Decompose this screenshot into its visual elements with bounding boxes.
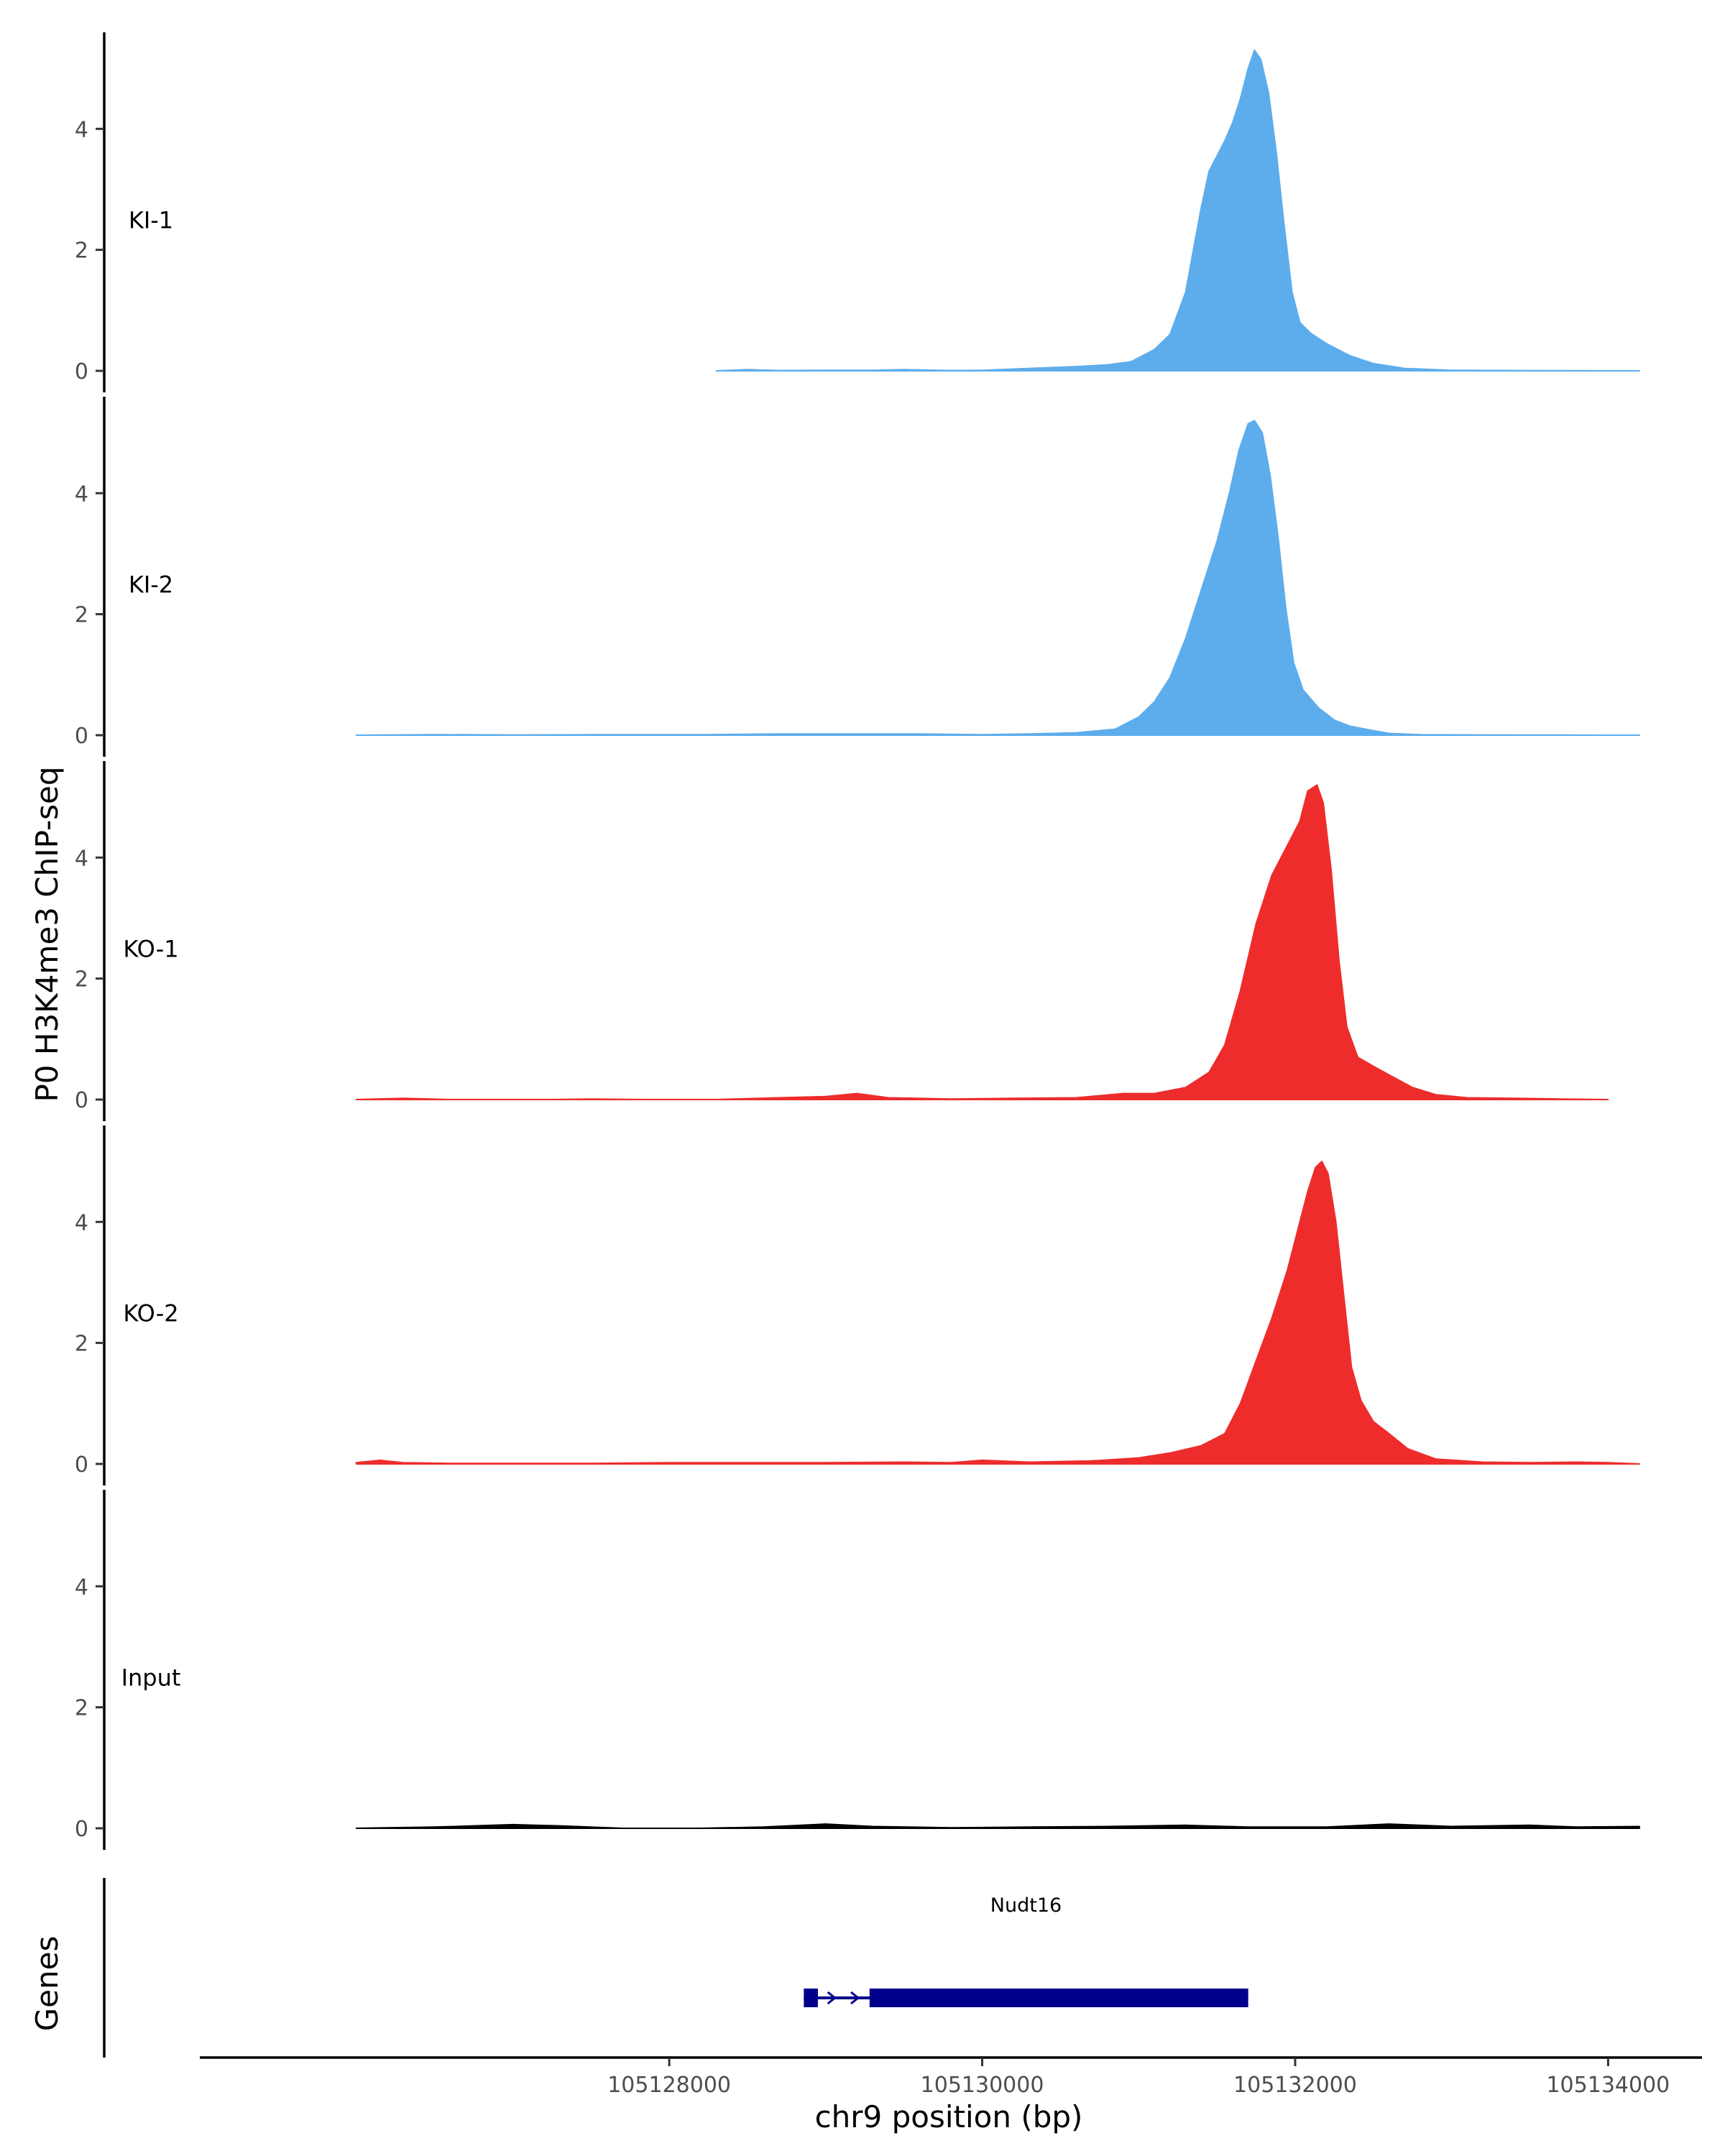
gene-nudt16: Nudt16: [804, 1894, 1248, 2007]
y-tick-label: 4: [75, 1210, 88, 1235]
gene-name-label: Nudt16: [990, 1894, 1062, 1917]
x-tick-label: 105132000: [1233, 2073, 1357, 2098]
track-name-label: Input: [121, 1664, 181, 1692]
track-name-label: KO-1: [123, 936, 178, 963]
genes-track-title: Genes: [29, 1936, 65, 2032]
y-tick-label: 0: [75, 359, 88, 384]
x-tick-label: 105134000: [1546, 2073, 1670, 2098]
x-tick-label: 105128000: [607, 2073, 731, 2098]
track-ki-1: 0 2 4 KI-1: [75, 32, 1640, 392]
y-tick-label: 0: [75, 1088, 88, 1113]
y-tick-label: 4: [75, 846, 88, 871]
x-tick-label: 105130000: [921, 2073, 1044, 2098]
y-tick-label: 2: [75, 967, 88, 992]
signal-tracks: 0 2 4 KI-1 0 2 4 KI-2 0 2 4 KO-1 0 2 4 KO-2 0 2 4 Input: [75, 32, 1640, 1850]
track-ki-2: 0 2 4 KI-2: [75, 397, 1640, 757]
y-tick-label: 0: [75, 1452, 88, 1478]
track-signal-area: [355, 1823, 1640, 1829]
track-signal-area: [715, 49, 1640, 372]
y-tick-label: 2: [75, 239, 88, 264]
y-axis-title: P0 H3K4me3 ChIP-seq: [29, 766, 65, 1102]
track-name-label: KI-2: [129, 571, 173, 599]
y-tick-label: 4: [75, 1575, 88, 1600]
y-tick-label: 4: [75, 117, 88, 142]
y-tick-label: 2: [75, 1696, 88, 1721]
y-tick-label: 0: [75, 1817, 88, 1842]
track-signal-area: [355, 784, 1609, 1100]
track-signal-area: [355, 1161, 1640, 1465]
y-tick-label: 2: [75, 603, 88, 628]
track-input: 0 2 4 Input: [75, 1490, 1640, 1850]
strand-arrow-icon: [827, 1991, 837, 2005]
y-tick-label: 4: [75, 482, 88, 507]
track-name-label: KI-1: [129, 207, 173, 234]
strand-arrow-icon: [850, 1991, 860, 2005]
x-axis-title: chr9 position (bp): [815, 2099, 1083, 2134]
track-name-label: KO-2: [123, 1300, 178, 1327]
x-axis: 105128000 105130000 105132000 105134000: [200, 2056, 1702, 2098]
y-tick-label: 0: [75, 724, 88, 749]
track-ko-1: 0 2 4 KO-1: [75, 761, 1609, 1121]
gene-exon: [869, 1989, 1248, 2007]
gene-exon: [804, 1989, 818, 2007]
gene-track: Nudt16: [103, 1878, 1248, 2058]
y-tick-label: 2: [75, 1332, 88, 1357]
track-signal-area: [355, 420, 1640, 736]
track-ko-2: 0 2 4 KO-2: [75, 1125, 1640, 1485]
